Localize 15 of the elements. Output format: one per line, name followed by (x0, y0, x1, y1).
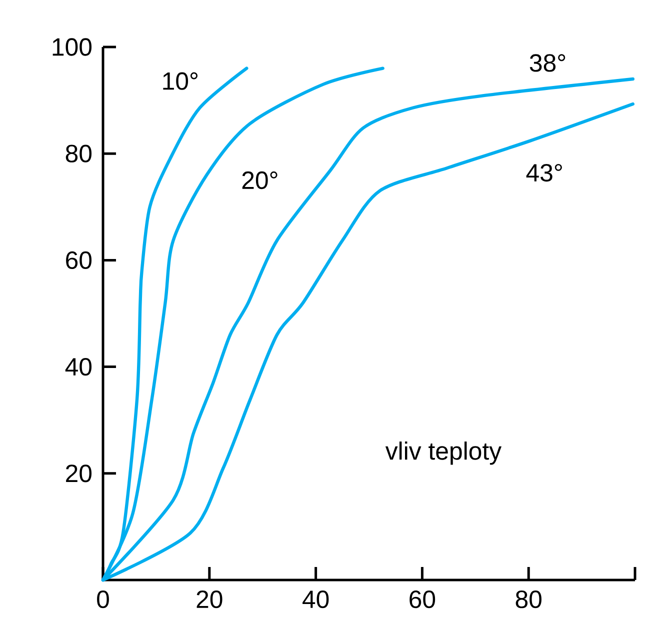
series-label: 20° (242, 171, 278, 190)
series-label: 10° (163, 72, 198, 90)
x-tick-label: 40 (302, 590, 329, 608)
series-label: 38° (530, 54, 566, 72)
y-tick-label: 40 (65, 358, 92, 376)
series-label: 43° (526, 164, 562, 182)
x-tick-label: 20 (196, 590, 222, 608)
annotation: vliv teploty (385, 442, 502, 465)
y-tick-label: 20 (66, 464, 92, 482)
y-tick-label: 80 (66, 144, 92, 162)
x-tick-label: 0 (97, 590, 109, 608)
y-tick-label: 100 (52, 38, 92, 56)
y-tick-label: 60 (66, 251, 92, 270)
x-tick-label: 60 (410, 590, 436, 608)
x-tick-label: 80 (516, 590, 542, 608)
